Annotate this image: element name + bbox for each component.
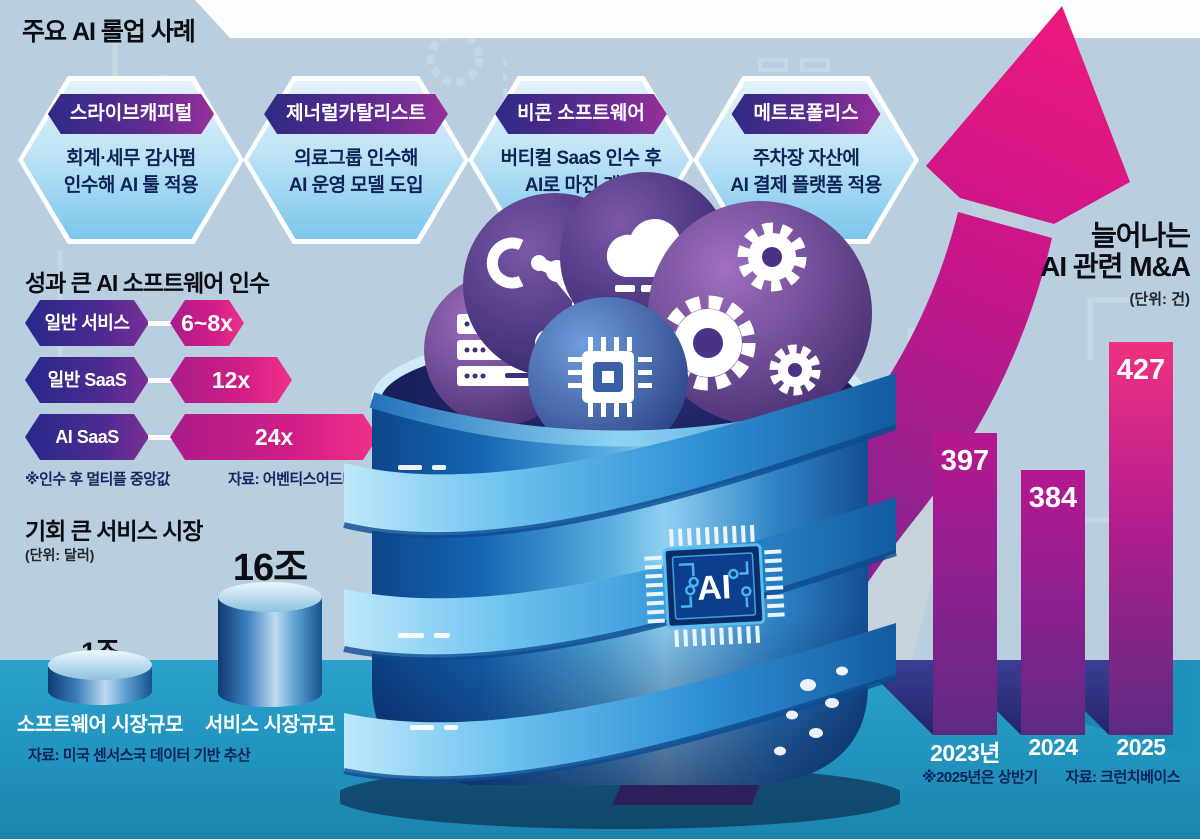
arrow-head bbox=[926, 6, 1130, 224]
bar-2023: 397 bbox=[933, 433, 997, 735]
gears-icon bbox=[660, 222, 821, 396]
mna-unit: (단위: 건) bbox=[1129, 290, 1190, 308]
multiple-row-value: 6~8x bbox=[170, 300, 244, 346]
multiples-section-title: 성과 큰 AI 소프트웨어 인수 bbox=[25, 270, 270, 296]
ai-chip: AI bbox=[644, 524, 785, 648]
company-badge: 제너럴카탈리스트 bbox=[264, 94, 448, 134]
bowl-interior bbox=[376, 334, 864, 466]
market-section-title: 기회 큰 서비스 시장 bbox=[25, 518, 203, 544]
multiple-row-label: AI SaaS bbox=[25, 414, 149, 460]
x-label-2024: 2024 bbox=[1028, 734, 1078, 760]
connector-line bbox=[148, 378, 172, 383]
bar-2024-value: 384 bbox=[1028, 482, 1078, 514]
mna-section-title: 늘어나는 AI 관련 M&A (단위: 건) bbox=[930, 220, 1191, 309]
multiple-row-value: 24x bbox=[170, 414, 378, 460]
bar-2023-value: 397 bbox=[940, 445, 990, 477]
bowl-front-rim bbox=[369, 392, 871, 447]
connector-line bbox=[148, 321, 172, 326]
page-title: 주요 AI 롤업 사례 bbox=[22, 18, 196, 46]
gear-small-bottom bbox=[769, 344, 821, 396]
bar-2025-value: 427 bbox=[1116, 354, 1166, 386]
market-unit: (단위: 달러) bbox=[25, 547, 95, 563]
service-market-cylinder bbox=[218, 597, 322, 707]
mna-note: ※2025년은 상반기 bbox=[922, 769, 1038, 786]
case-description: 의료그룹 인수해 AI 운영 모델 도입 bbox=[288, 148, 424, 196]
ai-chip-label: AI bbox=[696, 568, 732, 608]
multiples-source: 자료: 어벤티스어드바이저 bbox=[228, 471, 383, 488]
case-description: 회계·세무 감사펌 인수해 AI 툴 적용 bbox=[63, 148, 199, 196]
rollup-card-general-catalyst: 제너럴카탈리스트 의료그룹 인수해 AI 운영 모델 도입 bbox=[243, 76, 469, 244]
rollup-card-thrive: 스라이브캐피털 회계·세무 감사펌 인수해 AI 툴 적용 bbox=[18, 76, 244, 244]
multiple-row-value: 12x bbox=[170, 357, 292, 403]
server-sphere bbox=[424, 274, 576, 426]
company-badge: 메트로폴리스 bbox=[732, 94, 881, 134]
service-market-cylinder-top bbox=[218, 582, 322, 612]
x-label-2023: 2023년 bbox=[930, 740, 1000, 766]
company-badge: 스라이브캐피털 bbox=[48, 94, 214, 134]
x-label-2025: 2025 bbox=[1116, 734, 1166, 760]
gear-large bbox=[660, 295, 756, 391]
robot-arm-icon bbox=[486, 237, 598, 357]
service-market-label: 서비스 시장규모 bbox=[204, 714, 336, 736]
rollup-card-metropolis: 메트로폴리스 주차장 자산에 AI 결제 플랫폼 적용 bbox=[693, 76, 919, 244]
chip-sphere bbox=[528, 297, 688, 457]
multiple-row-label: 일반 서비스 bbox=[25, 300, 149, 346]
connector-line bbox=[148, 435, 172, 440]
software-market-label: 소프트웨어 시장규모 bbox=[16, 714, 184, 736]
case-description: 주차장 자산에 AI 결제 플랫폼 적용 bbox=[730, 148, 882, 196]
bar-2024: 384 bbox=[1021, 470, 1085, 735]
bar-2025: 427 bbox=[1109, 342, 1173, 735]
server-icon bbox=[457, 314, 543, 386]
bowl-back-rim bbox=[371, 329, 869, 401]
software-market-cylinder-top bbox=[48, 650, 152, 680]
market-source: 자료: 미국 센서스국 데이터 기반 추산 bbox=[28, 747, 251, 764]
chip-circuit-traces bbox=[678, 561, 752, 609]
company-badge: 비콘 소프트웨어 bbox=[495, 94, 667, 134]
multiples-note: ※인수 후 멀티플 중앙값 bbox=[25, 471, 170, 488]
case-description: 버티컬 SaaS 인수 후 AI로 마진 개선 bbox=[500, 148, 662, 196]
rollup-card-beacon: 비콘 소프트웨어 버티컬 SaaS 인수 후 AI로 마진 개선 bbox=[468, 76, 694, 244]
chip-icon bbox=[568, 337, 652, 417]
multiple-row-label: 일반 SaaS bbox=[25, 357, 149, 403]
mna-source: 자료: 크런치베이스 bbox=[1065, 769, 1180, 786]
